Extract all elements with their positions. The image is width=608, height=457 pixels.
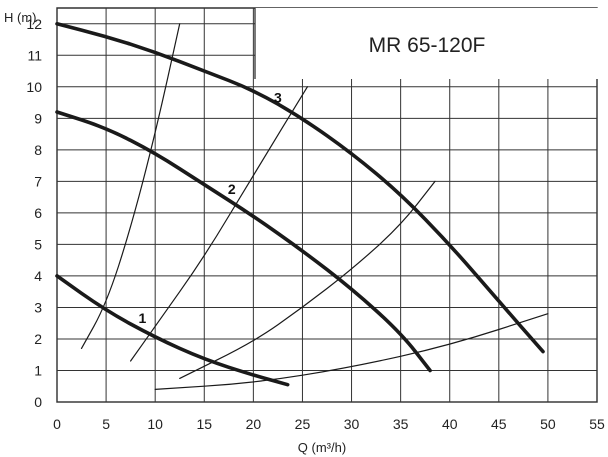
y-tick-label: 6: [34, 205, 42, 221]
curve-label: 1: [139, 310, 147, 326]
x-tick-label: 35: [393, 416, 409, 432]
pump-curve-2: [55, 110, 432, 373]
x-tick-label: 0: [53, 416, 61, 432]
series-lines: [55, 22, 549, 390]
x-tick-label: 10: [147, 416, 163, 432]
x-tick-labels: 0 5 10 15 20 25 30 35 40 45 50 55: [53, 416, 605, 432]
system-curve-4: [154, 313, 549, 390]
system-curve-1: [80, 23, 181, 349]
y-tick-label: 5: [34, 236, 42, 252]
x-axis-label: Q (m³/h): [298, 440, 346, 455]
x-tick-label: 50: [540, 416, 556, 432]
y-tick-label: 9: [34, 110, 42, 126]
y-tick-label: 0: [34, 394, 42, 410]
pump-curve-3: [55, 22, 545, 354]
system-curve-2: [130, 86, 308, 362]
x-tick-label: 45: [491, 416, 507, 432]
y-axis-label: H (m): [4, 10, 37, 25]
x-tick-label: 15: [196, 416, 212, 432]
y-tick-label: 3: [34, 299, 42, 315]
x-tick-label: 55: [589, 416, 605, 432]
y-tick-label: 8: [34, 142, 42, 158]
x-tick-label: 20: [246, 416, 262, 432]
y-tick-label: 12: [26, 16, 42, 32]
x-tick-label: 25: [295, 416, 311, 432]
system-curve-3: [179, 180, 436, 379]
curve-label: 3: [274, 90, 282, 106]
curve-labels: 1 2 3: [139, 90, 282, 327]
pump-curve-1: [55, 274, 290, 387]
x-tick-label: 40: [442, 416, 458, 432]
y-tick-label: 11: [27, 47, 42, 63]
x-tick-label: 30: [344, 416, 360, 432]
y-tick-label: 4: [34, 268, 42, 284]
x-tick-label: 5: [102, 416, 110, 432]
chart-title: MR 65-120F: [369, 34, 486, 57]
y-tick-label: 10: [26, 79, 42, 95]
y-tick-label: 2: [34, 331, 42, 347]
y-tick-label: 7: [34, 173, 42, 189]
title-box: [255, 8, 608, 79]
curve-label: 2: [228, 181, 236, 197]
y-tick-label: 1: [34, 362, 42, 378]
